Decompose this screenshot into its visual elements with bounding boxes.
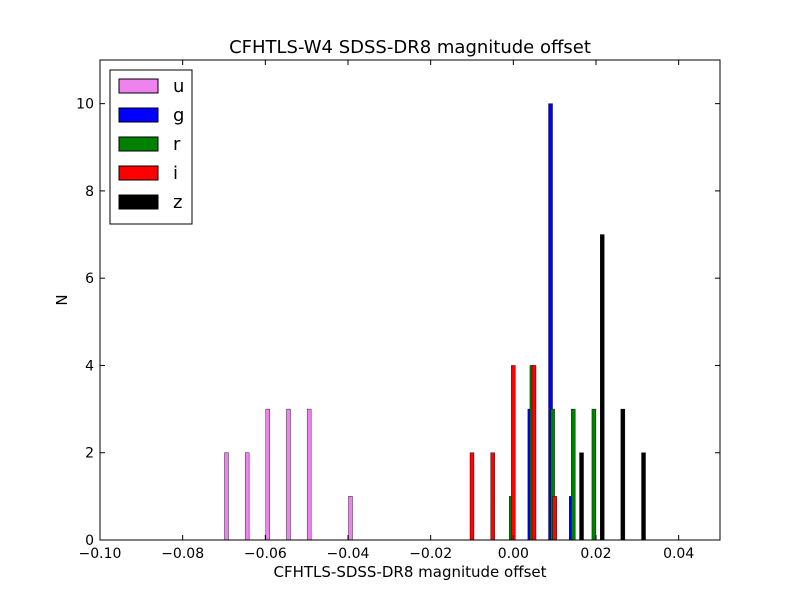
legend-label-i: i: [173, 163, 178, 184]
x-axis-label: CFHTLS-SDSS-DR8 magnitude offset: [274, 563, 547, 581]
y-tick-label: 8: [85, 184, 94, 200]
legend-swatch-g: [118, 107, 159, 123]
x-tick-label: −0.10: [79, 546, 122, 562]
y-axis-label: N: [53, 294, 71, 305]
bar-z: [620, 408, 626, 541]
bar-u: [265, 408, 271, 541]
bar-u: [286, 408, 291, 541]
x-tick-label: −0.04: [327, 546, 370, 562]
x-tick-label: 0.04: [663, 546, 694, 562]
y-tick-label: 0: [85, 533, 94, 549]
legend-swatch-z: [118, 194, 159, 210]
bar-u: [224, 452, 229, 541]
legend-swatch-i: [118, 165, 159, 181]
y-tick-label: 4: [85, 358, 94, 374]
legend-label-r: r: [173, 134, 181, 155]
bar-i: [552, 496, 557, 541]
bar-i: [469, 452, 475, 541]
ticks-layer: −0.10 −0.08 −0.06 −0.04 −0.02 0.00 0.02 0.04 0 2 4…: [76, 60, 720, 562]
legend-swatch-r: [118, 136, 159, 152]
bars-layer: [224, 103, 646, 541]
bar-u: [306, 408, 312, 541]
bar-i: [531, 365, 537, 541]
legend-label-g: g: [173, 105, 184, 126]
x-tick-label: −0.06: [244, 546, 287, 562]
legend-label-u: u: [173, 76, 184, 97]
bar-u: [348, 496, 353, 541]
bar-z: [600, 234, 605, 541]
y-tick-label: 6: [85, 271, 94, 287]
y-tick-label: 10: [76, 97, 94, 113]
bar-z: [579, 452, 584, 541]
bar-u: [244, 452, 250, 541]
bar-i: [490, 452, 495, 541]
legend-label-z: z: [173, 192, 182, 213]
bar-r: [591, 408, 597, 541]
y-tick-label: 2: [85, 446, 94, 462]
x-tick-label: −0.02: [409, 546, 452, 562]
plot-frame: [99, 59, 721, 541]
x-tick-label: −0.08: [161, 546, 204, 562]
x-tick-label: 0.02: [580, 546, 611, 562]
legend-swatch-u: [118, 78, 159, 94]
bar-i: [511, 365, 516, 541]
x-tick-label: 0.00: [498, 546, 529, 562]
bar-z: [641, 452, 646, 541]
bar-r: [571, 408, 576, 541]
chart-title: CFHTLS-W4 SDSS-DR8 magnitude offset: [229, 37, 591, 58]
